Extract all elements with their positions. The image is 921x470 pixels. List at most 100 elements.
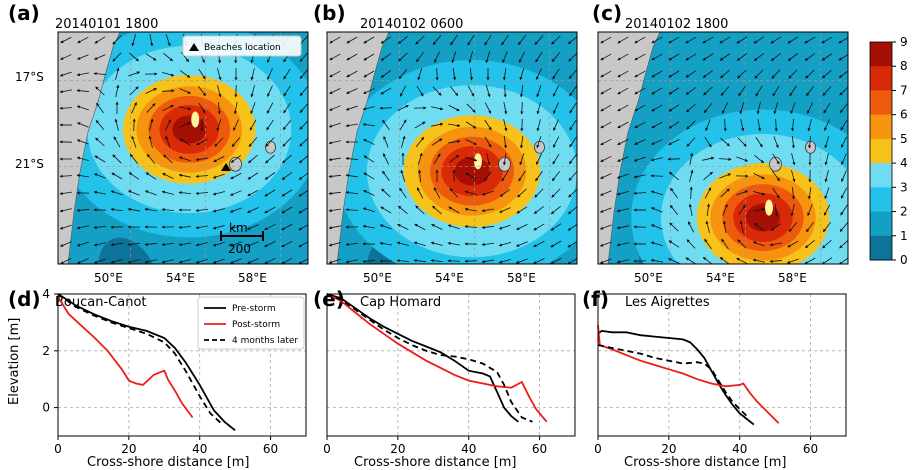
- wind-arrow: [686, 103, 696, 113]
- wind-arrow: [824, 119, 830, 131]
- lat-tick: 17°S: [15, 70, 44, 84]
- wind-arrow: [195, 157, 208, 162]
- wind-arrow: [569, 136, 577, 148]
- wind-arrow: [59, 208, 72, 213]
- wind-arrow: [838, 70, 848, 78]
- wind-arrow: [345, 105, 358, 111]
- wind-arrow: [569, 153, 577, 165]
- wind-arrow: [737, 137, 747, 147]
- wind-arrow: [328, 191, 342, 195]
- colorbar-tick-label: 6: [900, 108, 908, 122]
- wind-arrow: [499, 207, 511, 213]
- wind-arrow: [363, 172, 375, 180]
- wind-arrow: [719, 36, 731, 44]
- wind-arrow: [791, 186, 796, 200]
- wind-arrow: [380, 70, 392, 78]
- wind-arrow: [600, 87, 612, 95]
- wind-arrow: [379, 224, 392, 230]
- wind-arrow: [550, 240, 562, 248]
- wind-arrow: [465, 172, 477, 180]
- wind-arrow: [685, 87, 697, 95]
- wind-arrow: [161, 89, 175, 93]
- wind-arrow: [705, 119, 711, 132]
- wind-arrow: [198, 68, 206, 80]
- wind-arrow: [328, 105, 341, 111]
- wind-arrow: [148, 135, 153, 148]
- wind-arrow: [281, 172, 293, 180]
- wind-arrow: [447, 241, 460, 246]
- wind-arrow: [380, 53, 392, 61]
- wind-arrow: [616, 242, 629, 247]
- wind-arrow: [417, 68, 423, 81]
- wind-arrow: [600, 138, 612, 146]
- wind-arrow: [668, 87, 680, 95]
- wind-arrow: [76, 105, 89, 111]
- wind-arrow: [536, 119, 541, 132]
- wind-arrow: [533, 258, 545, 264]
- wind-arrow: [433, 187, 441, 199]
- wind-arrow: [599, 241, 612, 247]
- wind-arrow: [76, 139, 89, 145]
- wind-arrow: [345, 190, 359, 195]
- colorbar-tick-label: 9: [900, 35, 908, 49]
- wind-arrow: [216, 119, 222, 132]
- lon-tick: 50°E: [363, 271, 392, 285]
- x-axis-label: Cross-shore distance [m]: [354, 455, 517, 470]
- wind-arrow: [616, 225, 629, 230]
- wind-arrow: [178, 173, 191, 178]
- map-panel-c: (c) 20140102 1800 50°E 54°E 58°E: [592, 1, 849, 285]
- wind-arrow: [650, 258, 663, 263]
- wind-arrow: [328, 174, 342, 178]
- wind-arrow: [753, 222, 764, 232]
- wind-arrow: [772, 187, 780, 199]
- wind-arrow: [196, 138, 208, 146]
- wind-arrow: [481, 208, 494, 213]
- wind-arrow: [502, 51, 508, 64]
- wind-arrow: [413, 241, 426, 247]
- wind-arrow: [536, 85, 542, 98]
- series-line: [597, 329, 755, 426]
- wind-arrow: [568, 171, 577, 181]
- wind-arrow: [127, 207, 140, 212]
- wind-arrow: [229, 207, 242, 213]
- wind-arrow: [651, 139, 663, 145]
- wind-arrow: [551, 52, 561, 63]
- wind-arrow: [76, 54, 89, 60]
- wind-arrow: [382, 170, 390, 182]
- wind-arrow: [600, 155, 612, 163]
- wind-arrow: [346, 36, 358, 44]
- wind-arrow: [723, 118, 727, 132]
- wind-arrow: [568, 52, 577, 62]
- wind-arrow: [703, 171, 713, 181]
- wind-arrow: [59, 224, 72, 230]
- wind-arrow: [112, 52, 122, 62]
- wind-arrow: [382, 119, 390, 131]
- wind-arrow: [76, 72, 89, 77]
- wind-arrow: [448, 104, 460, 112]
- wind-arrow: [179, 88, 191, 94]
- wind-arrow: [179, 122, 191, 128]
- wind-arrow: [212, 191, 225, 196]
- wind-arrow: [617, 138, 629, 146]
- wind-arrow: [515, 258, 528, 264]
- wind-arrow: [362, 123, 376, 127]
- wind-arrow: [467, 85, 475, 97]
- scale-value: 200: [228, 242, 251, 256]
- wind-arrow: [518, 51, 526, 63]
- x-tick-label: 0: [54, 442, 62, 456]
- wind-arrow: [503, 135, 508, 149]
- wind-arrow: [195, 242, 208, 247]
- wind-arrow: [96, 102, 104, 114]
- wind-arrow: [178, 225, 192, 229]
- colorbar-segment: [870, 114, 892, 140]
- wind-arrow: [94, 155, 106, 163]
- chart-legend: Pre-storm Post-storm 4 months later: [197, 296, 305, 350]
- wind-arrow: [536, 153, 542, 165]
- wind-arrow: [650, 207, 663, 213]
- wind-arrow: [753, 191, 766, 196]
- wind-arrow: [718, 157, 732, 161]
- wind-arrow: [651, 70, 663, 78]
- wind-arrow: [231, 137, 241, 147]
- wind-arrow: [822, 222, 832, 233]
- wind-arrow: [704, 187, 712, 199]
